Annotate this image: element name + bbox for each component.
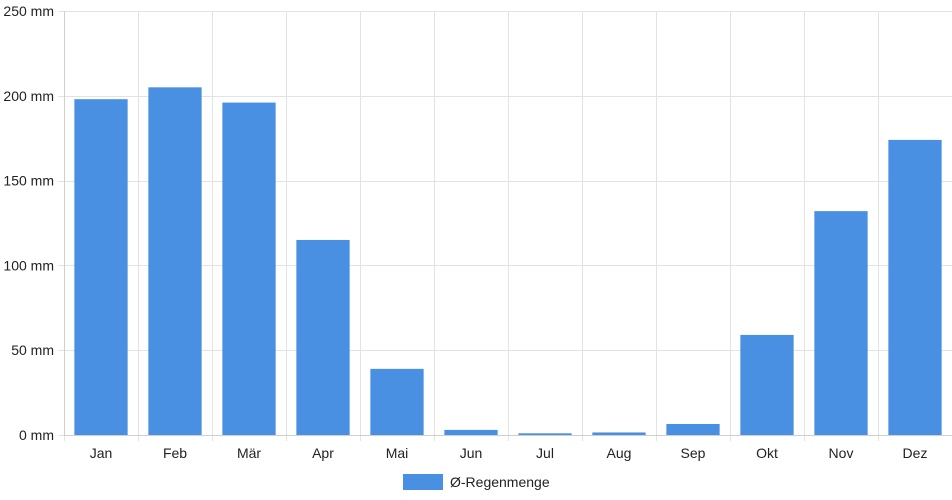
bar-nov — [814, 211, 868, 435]
x-tick-label: Jan — [90, 445, 113, 461]
bar-jun — [444, 429, 498, 435]
axis-layer: 0 mm 50 mm 100 mm 150 mm 200 mm 250 mm Jan Feb M… — [3, 3, 952, 461]
x-tick-label: Mai — [386, 445, 409, 461]
x-tick-label: Okt — [756, 445, 778, 461]
x-tick-label: Apr — [312, 445, 334, 461]
x-tick-label: Jul — [536, 445, 554, 461]
legend-swatch — [403, 474, 443, 490]
bar-jan — [74, 99, 128, 435]
x-tick-label: Feb — [163, 445, 187, 461]
bar-apr — [296, 239, 350, 435]
x-tick-label: Sep — [681, 445, 706, 461]
y-tick-label: 150 mm — [3, 173, 54, 189]
bar-sep — [666, 423, 720, 435]
y-tick-label: 250 mm — [3, 3, 54, 19]
x-tick-label: Jun — [460, 445, 483, 461]
x-tick-label: Aug — [607, 445, 632, 461]
y-tick-label: 100 mm — [3, 257, 54, 273]
y-tick-label: 200 mm — [3, 88, 54, 104]
bar-dez — [888, 139, 942, 435]
bar-mär — [222, 102, 276, 436]
bar-mai — [370, 368, 424, 435]
x-tick-label: Mär — [237, 445, 261, 461]
x-tick-label: Dez — [903, 445, 928, 461]
legend-label: Ø-Regenmenge — [450, 474, 550, 490]
x-tick-label: Nov — [829, 445, 854, 461]
bar-okt — [740, 334, 794, 435]
bar-feb — [148, 87, 202, 435]
grid-layer — [58, 11, 952, 441]
bars-layer — [74, 87, 942, 436]
y-tick-label: 0 mm — [19, 427, 54, 443]
bar-aug — [592, 432, 646, 435]
legend: Ø-Regenmenge — [403, 474, 550, 490]
bar-jul — [518, 433, 572, 435]
y-tick-label: 50 mm — [11, 342, 54, 358]
